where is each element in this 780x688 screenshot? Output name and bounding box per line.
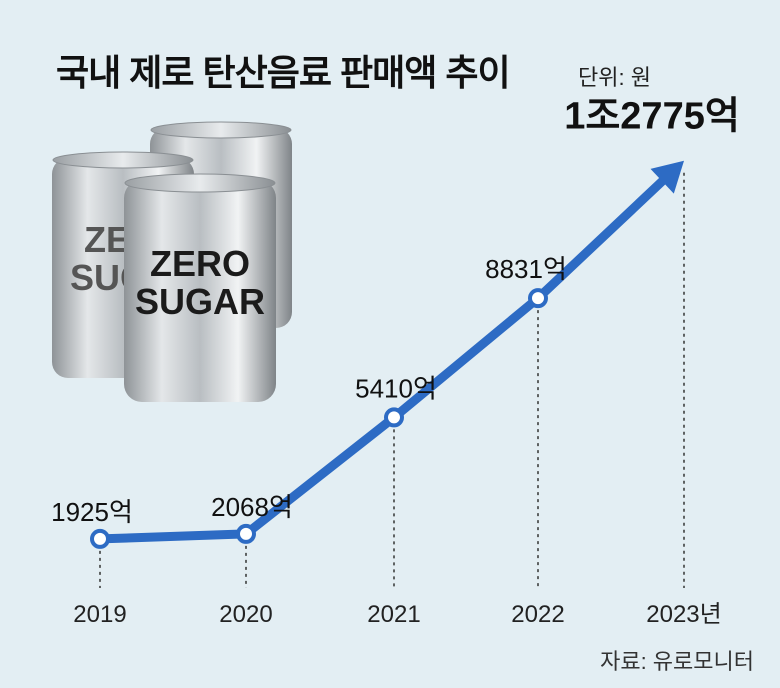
unit-label: 단위: 원 bbox=[578, 65, 651, 90]
data-point-2021 bbox=[384, 407, 404, 428]
x-tick-label-2: 2021 bbox=[367, 601, 420, 628]
source-label: 자료: 유로모니터 bbox=[600, 649, 754, 674]
x-tick-labels: 2019 2020 2021 2022 2023년 bbox=[73, 601, 721, 628]
x-tick-label-3: 2022 bbox=[511, 601, 564, 628]
data-label-2021: 5410억 bbox=[355, 373, 437, 403]
data-label-2020: 2068억 bbox=[211, 492, 293, 522]
x-tick-label-4: 2023년 bbox=[646, 601, 721, 628]
data-point-2022 bbox=[528, 288, 548, 309]
data-point-2019 bbox=[90, 528, 110, 549]
data-labels: 1925억 2068억 5410억 8831억 1조2775억 bbox=[51, 96, 740, 527]
front-can-text-1: ZERO bbox=[150, 243, 250, 284]
x-tick-label-1: 2020 bbox=[219, 601, 272, 628]
data-points bbox=[90, 288, 548, 549]
chart-title: 국내 제로 탄산음료 판매액 추이 bbox=[56, 52, 511, 93]
soda-cans-illustration: ZE SUG ZERO SUGAR bbox=[52, 121, 292, 402]
data-label-2023년: 1조2775억 bbox=[564, 96, 740, 138]
guide-lines bbox=[99, 172, 685, 588]
data-label-2019: 1925억 bbox=[51, 497, 133, 527]
data-point-2020 bbox=[236, 523, 256, 544]
data-label-2022: 8831억 bbox=[485, 254, 567, 284]
front-can-text-2: SUGAR bbox=[135, 281, 265, 322]
x-tick-label-0: 2019 bbox=[73, 601, 126, 628]
front-can: ZERO SUGAR bbox=[124, 173, 276, 402]
series-arrowhead bbox=[650, 160, 684, 194]
back-can-text-1: ZE bbox=[84, 219, 130, 260]
